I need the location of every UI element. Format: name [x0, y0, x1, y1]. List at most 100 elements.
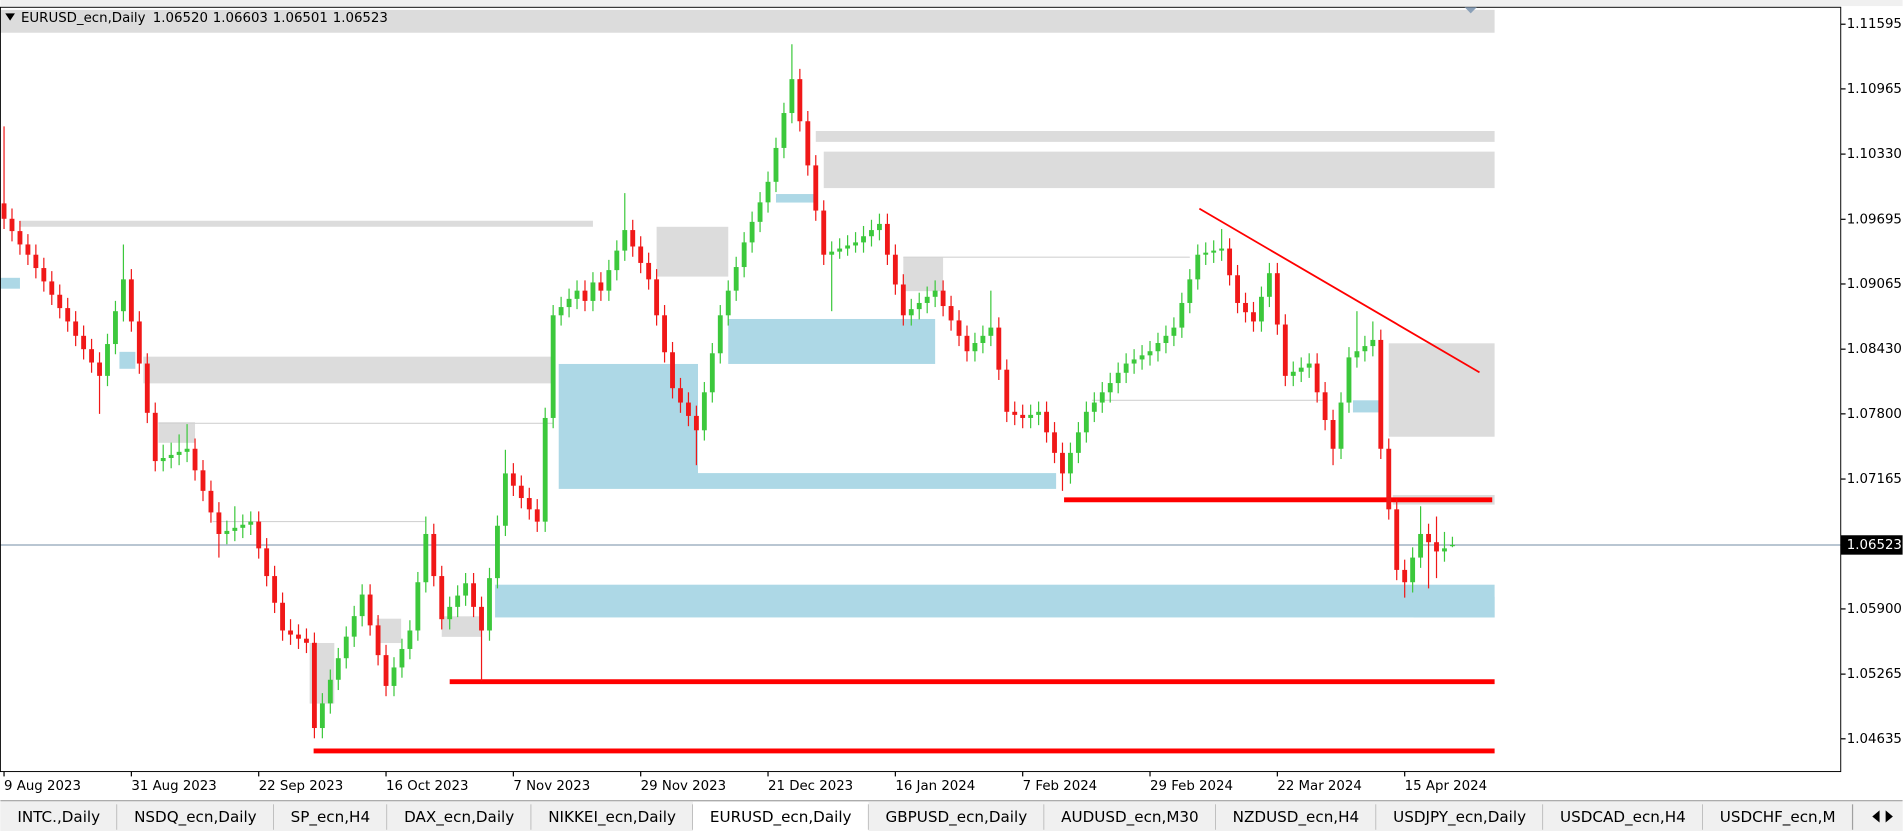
tab[interactable]: [1044, 801, 1216, 831]
candle-body: [256, 521, 262, 549]
candle-body: [1028, 414, 1034, 418]
current-price-tag: [1840, 535, 1903, 555]
candle-body: [654, 279, 660, 316]
candle-body: [773, 147, 779, 182]
candle-body: [463, 583, 469, 596]
candle-body: [144, 363, 150, 413]
candle-body: [280, 602, 286, 631]
candle-body: [1378, 339, 1384, 449]
candle-body: [327, 679, 333, 704]
candle-body: [869, 230, 874, 237]
candle-body: [113, 311, 118, 345]
candle-body: [1227, 248, 1233, 276]
candle-body: [940, 290, 946, 307]
tab[interactable]: [387, 801, 532, 831]
x-tick-label: 22 Sep 2023: [259, 779, 343, 794]
candle-body: [1235, 275, 1240, 303]
candle-body: [1163, 335, 1169, 344]
tab[interactable]: [1702, 801, 1853, 831]
tab-scroll-right[interactable]: [1885, 810, 1893, 823]
candle-body: [972, 343, 978, 352]
candle-body: [526, 498, 532, 510]
tab[interactable]: [117, 801, 274, 831]
candle-body: [558, 307, 564, 316]
candle-body: [1091, 402, 1097, 412]
candle-body: [1195, 254, 1201, 280]
zone: [815, 130, 1495, 142]
active-tab[interactable]: [692, 801, 869, 831]
tab[interactable]: [273, 801, 388, 831]
candle-body: [160, 458, 166, 462]
tab[interactable]: [0, 801, 118, 831]
candle-body: [757, 202, 763, 222]
candle-body: [383, 655, 389, 686]
candle-body: [1203, 252, 1209, 255]
x-tick-label: 22 Mar 2024: [1277, 779, 1362, 794]
candle-body: [837, 248, 843, 252]
candle-body: [57, 294, 63, 309]
candle-body: [964, 335, 970, 352]
candle-body: [232, 527, 238, 531]
y-tick-label: 1.08430: [1847, 342, 1902, 357]
tab[interactable]: [1376, 801, 1544, 831]
candle-body: [900, 284, 906, 316]
tab-scroll-left[interactable]: [1872, 810, 1880, 823]
tab-label: NZDUSD_ecn,H4: [1233, 808, 1359, 827]
chart-title: EURUSD_ecn,Daily: [21, 11, 146, 26]
candle-body: [1314, 363, 1320, 393]
x-tick-label: 29 Feb 2024: [1150, 779, 1233, 794]
candle-body: [447, 606, 453, 620]
candle-body: [813, 165, 819, 211]
candle-body: [1330, 420, 1336, 449]
y-tick-label: 1.05265: [1847, 667, 1902, 682]
candle-body: [956, 320, 962, 336]
candle-body: [845, 245, 851, 249]
candle-body: [65, 308, 71, 322]
zone: [697, 473, 1057, 489]
candle-body: [1171, 327, 1177, 336]
candle-body: [73, 321, 79, 336]
candle-body: [622, 230, 628, 251]
collapse-arrow[interactable]: [5, 13, 15, 21]
tab-label: USDCAD_ecn,H4: [1560, 808, 1686, 827]
tab-label: DAX_ecn,Daily: [404, 808, 514, 827]
candle-body: [1322, 392, 1328, 421]
candle-body: [733, 267, 739, 291]
candle-body: [455, 595, 461, 607]
tab-label: SP_ecn,H4: [291, 808, 370, 827]
tab[interactable]: [531, 801, 693, 831]
candle-body: [176, 451, 182, 455]
candle-body: [1147, 351, 1153, 356]
tab-label: INTC.,Daily: [17, 808, 100, 826]
candle-body: [980, 335, 986, 344]
candle-body: [638, 246, 644, 263]
candle-body: [1346, 357, 1352, 403]
candle-body: [534, 509, 540, 522]
candle-body: [1036, 411, 1042, 415]
zone: [19, 220, 593, 227]
candle-body: [502, 473, 508, 526]
candle-body: [518, 485, 524, 499]
candle-body: [1362, 346, 1368, 352]
candle-body: [1060, 452, 1065, 474]
tab[interactable]: [1215, 801, 1377, 831]
zone: [728, 318, 936, 364]
candle-body: [932, 290, 938, 297]
zone: [558, 363, 698, 489]
candle-body: [105, 344, 110, 376]
candle-body: [1259, 296, 1264, 322]
x-tick-label: 31 Aug 2023: [131, 779, 216, 794]
candle-body: [240, 524, 246, 528]
candle-body: [550, 315, 556, 418]
candle-body: [821, 210, 827, 255]
y-tick-label: 1.04635: [1847, 732, 1902, 747]
tab[interactable]: [1543, 801, 1703, 831]
tab[interactable]: [868, 801, 1045, 831]
candle-body: [765, 181, 771, 203]
zone: [775, 194, 816, 203]
candle-body: [17, 231, 23, 245]
x-tick-label: 7 Feb 2024: [1023, 779, 1097, 794]
candle-body: [630, 230, 636, 247]
candle-body: [861, 236, 866, 243]
y-tick-label: 1.11595: [1847, 17, 1902, 32]
